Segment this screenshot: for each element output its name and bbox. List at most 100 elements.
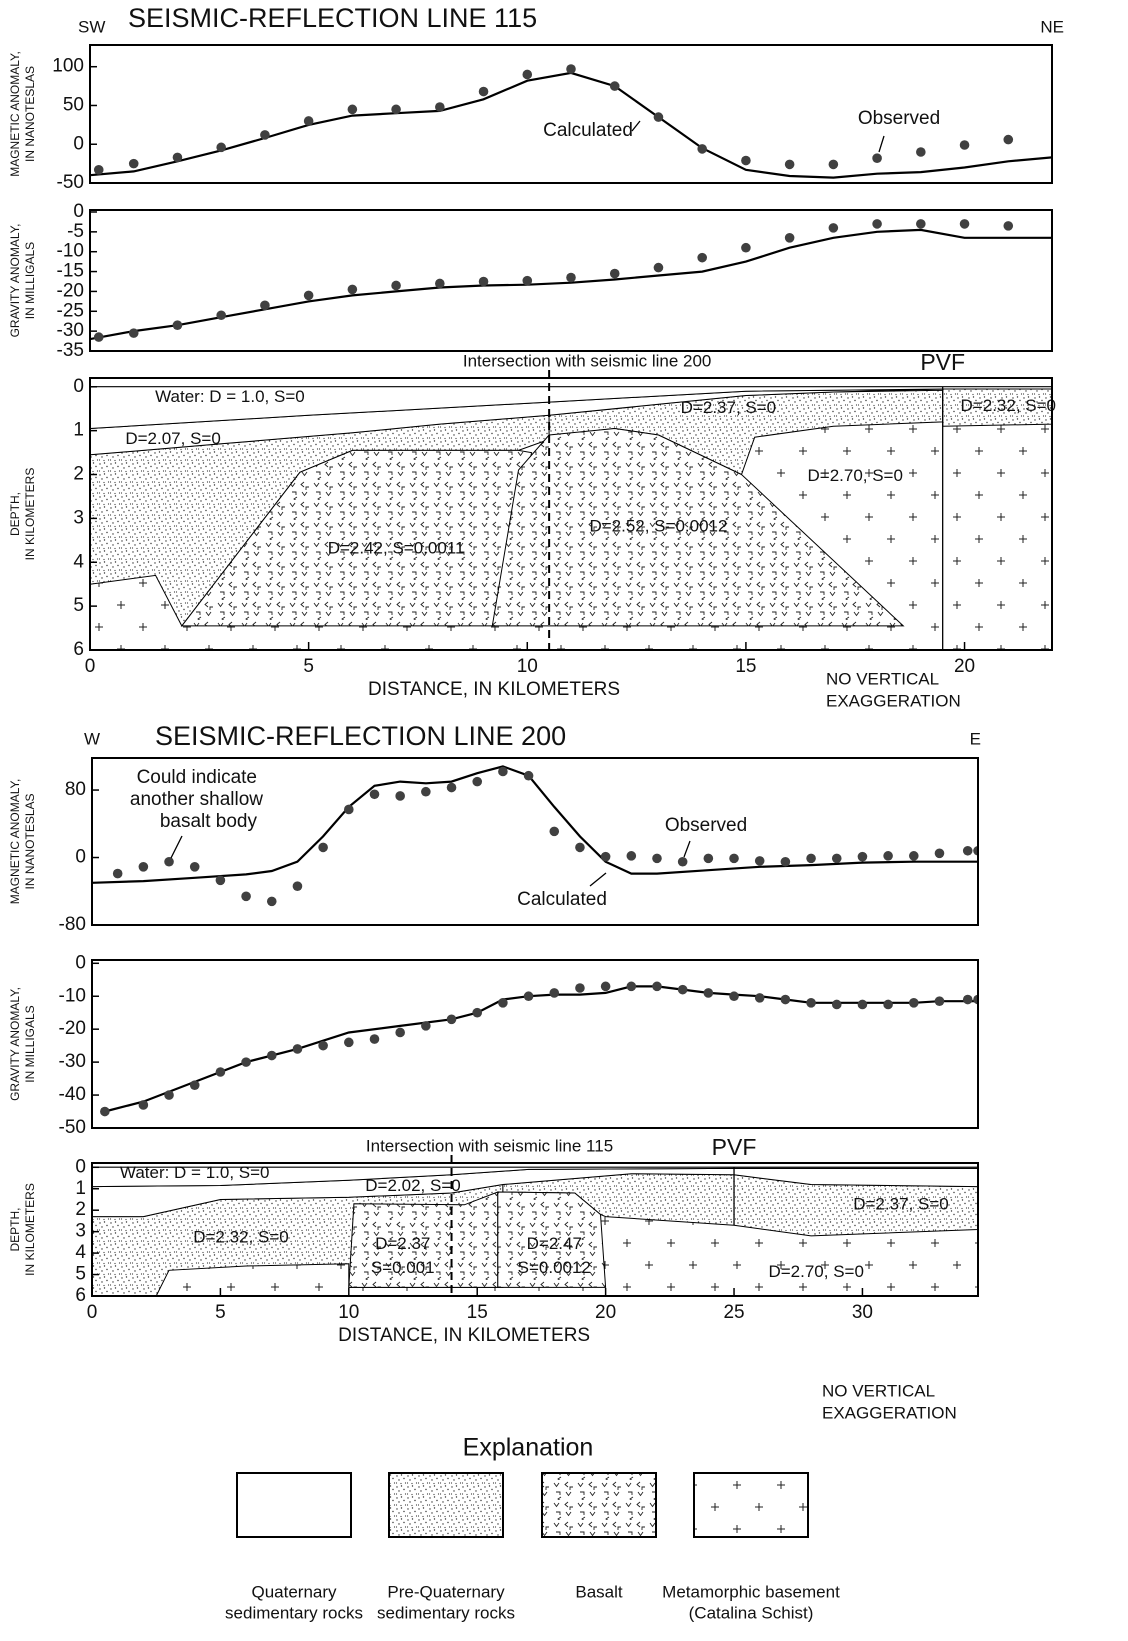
observed-point — [189, 862, 200, 872]
observed-point — [391, 104, 401, 115]
legend-label: Quaternary — [251, 1582, 337, 1601]
legend-label: Basalt — [575, 1582, 623, 1601]
observed-point — [626, 981, 637, 992]
x-tick-label: 10 — [338, 1302, 359, 1323]
observed-point — [697, 252, 707, 263]
observed-point — [522, 275, 533, 286]
body-label: D=2.52, S=0.0012 — [589, 517, 727, 536]
y-axis-label: MAGNETIC ANOMALY, — [8, 779, 22, 905]
series-label: Observed — [665, 815, 747, 836]
y-axis-label: GRAVITY ANOMALY, — [8, 987, 22, 1101]
observed-point — [916, 219, 926, 229]
observed-point — [729, 853, 739, 864]
legend-title: Explanation — [463, 1434, 594, 1462]
note: EXAGGERATION — [822, 1403, 957, 1422]
observed-point — [549, 826, 560, 837]
y-axis-label: IN KILOMETERS — [23, 1183, 37, 1276]
observed-point — [653, 262, 664, 273]
y-tick-label: 3 — [75, 1221, 86, 1242]
observed-point — [93, 165, 104, 175]
observed-point — [857, 851, 868, 862]
observed-point — [883, 999, 893, 1010]
observed-point — [697, 144, 707, 154]
observed-point — [566, 272, 576, 283]
observed-point — [741, 155, 751, 166]
observed-point — [472, 776, 483, 787]
observed-point — [344, 804, 354, 815]
observed-point — [318, 842, 328, 853]
observed-point — [872, 153, 882, 163]
observed-point — [831, 999, 842, 1010]
series-label: Calculated — [517, 889, 607, 910]
observed-point — [421, 786, 431, 797]
rock-body — [491, 427, 905, 627]
plot-area — [92, 765, 978, 907]
chart-title: SEISMIC-REFLECTION LINE 200 — [155, 721, 566, 751]
legend-label: (Catalina Schist) — [689, 1603, 814, 1622]
plot-frame — [91, 757, 979, 926]
observed-point — [806, 998, 816, 1008]
y-tick-label: 80 — [65, 779, 86, 800]
observed-point — [478, 86, 489, 97]
observed-point — [600, 851, 611, 862]
plot-frame — [89, 377, 1053, 651]
observed-point — [828, 159, 839, 170]
observed-point — [872, 219, 882, 229]
chart-line: GRAVITY ANOMALY, IN MILLIGALS -50 -40 -30 -20… — [8, 952, 979, 1138]
x-tick-label: 0 — [87, 1302, 98, 1323]
y-tick-label: 100 — [52, 56, 84, 77]
direction-label: E — [970, 729, 981, 748]
y-tick-label: 4 — [75, 1242, 86, 1263]
leader-line — [589, 872, 607, 887]
observed-point — [215, 1067, 226, 1077]
y-tick-label: 2 — [73, 464, 84, 485]
observed-point — [498, 998, 508, 1008]
observed-point — [857, 999, 868, 1010]
observed-point — [754, 856, 765, 866]
observed-point — [575, 842, 585, 853]
x-tick-label: 15 — [467, 1302, 488, 1323]
observed-point — [498, 766, 508, 777]
body-label: D=2.37 — [375, 1234, 430, 1253]
y-tick-label: 5 — [75, 1264, 86, 1285]
observed-point — [172, 320, 183, 330]
observed-point — [164, 1090, 174, 1100]
body-label: D=2.32, S=0 — [193, 1228, 288, 1247]
observed-point — [677, 984, 688, 995]
y-tick-label: 6 — [73, 639, 84, 660]
observed-point — [478, 276, 489, 287]
observed-point — [959, 219, 970, 229]
observed-point — [566, 64, 576, 74]
y-tick-label: -20 — [57, 280, 84, 301]
y-tick-label: 0 — [75, 1156, 86, 1177]
observed-point — [523, 770, 534, 781]
observed-point — [292, 881, 303, 892]
observed-point — [522, 69, 533, 80]
y-tick-label: -10 — [57, 241, 84, 262]
plot-area — [90, 219, 1052, 342]
observed-point — [216, 310, 226, 321]
legend-label: Pre-Quaternary — [387, 1582, 505, 1601]
observed-point — [609, 268, 620, 279]
observed-point — [703, 853, 714, 864]
body-label: D=2.70, S=0 — [768, 1262, 863, 1281]
calculated-line — [104, 985, 978, 1113]
y-tick-label: -50 — [57, 172, 84, 193]
legend-swatch — [693, 1472, 809, 1538]
x-axis-label: DISTANCE, IN KILOMETERS — [338, 1325, 590, 1346]
y-tick-label: -30 — [59, 1051, 86, 1072]
y-axis-label: MAGNETIC ANOMALY, — [8, 51, 22, 177]
legend-label: Metamorphic basement — [662, 1582, 840, 1601]
y-tick-label: -10 — [59, 985, 86, 1006]
observed-point — [908, 998, 919, 1008]
note: EXAGGERATION — [826, 691, 961, 710]
observed-point — [369, 1034, 380, 1044]
leader-line — [683, 840, 691, 858]
plot-area — [90, 64, 1052, 179]
legend-label: sedimentary rocks — [225, 1603, 363, 1622]
legend-swatch — [236, 1472, 352, 1538]
y-tick-label: 1 — [73, 420, 84, 441]
observed-point — [703, 988, 714, 998]
note: NO VERTICAL — [826, 669, 939, 688]
